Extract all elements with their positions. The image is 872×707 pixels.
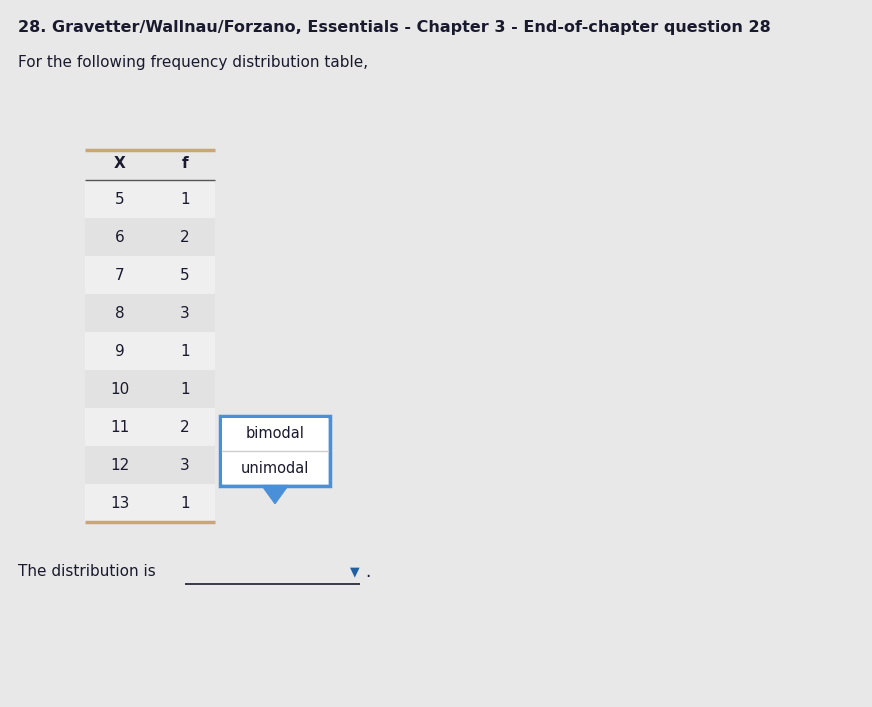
Text: 8: 8: [115, 305, 125, 320]
Text: 13: 13: [111, 496, 130, 510]
Bar: [220, 416, 330, 486]
Bar: [222, 450, 328, 484]
Text: 6: 6: [115, 230, 125, 245]
Text: .: .: [365, 563, 371, 581]
Bar: [85, 180, 215, 218]
Bar: [85, 294, 215, 332]
Bar: [222, 418, 328, 450]
Bar: [85, 370, 215, 408]
Text: ▼: ▼: [351, 566, 360, 578]
Text: For the following frequency distribution table,: For the following frequency distribution…: [18, 55, 368, 70]
Bar: [85, 218, 215, 256]
Text: unimodal: unimodal: [241, 460, 310, 476]
Text: bimodal: bimodal: [246, 426, 304, 440]
Text: 2: 2: [181, 419, 190, 435]
Text: 28. Gravetter/Wallnau/Forzano, Essentials - Chapter 3 - End-of-chapter question : 28. Gravetter/Wallnau/Forzano, Essential…: [18, 20, 771, 35]
Text: f: f: [181, 156, 188, 171]
Text: 3: 3: [181, 305, 190, 320]
Text: X: X: [114, 156, 126, 171]
Polygon shape: [262, 486, 288, 503]
Text: 3: 3: [181, 457, 190, 472]
Bar: [85, 408, 215, 446]
Text: 11: 11: [111, 419, 130, 435]
Text: 1: 1: [181, 382, 190, 397]
Text: 2: 2: [181, 230, 190, 245]
Bar: [85, 484, 215, 522]
Text: 12: 12: [111, 457, 130, 472]
Bar: [85, 332, 215, 370]
Text: 9: 9: [115, 344, 125, 358]
Text: 1: 1: [181, 192, 190, 206]
Text: 5: 5: [115, 192, 125, 206]
Bar: [85, 256, 215, 294]
Text: 1: 1: [181, 496, 190, 510]
Text: 5: 5: [181, 267, 190, 283]
Text: 10: 10: [111, 382, 130, 397]
Bar: [85, 446, 215, 484]
Text: 1: 1: [181, 344, 190, 358]
Text: 7: 7: [115, 267, 125, 283]
Text: The distribution is: The distribution is: [18, 564, 156, 580]
